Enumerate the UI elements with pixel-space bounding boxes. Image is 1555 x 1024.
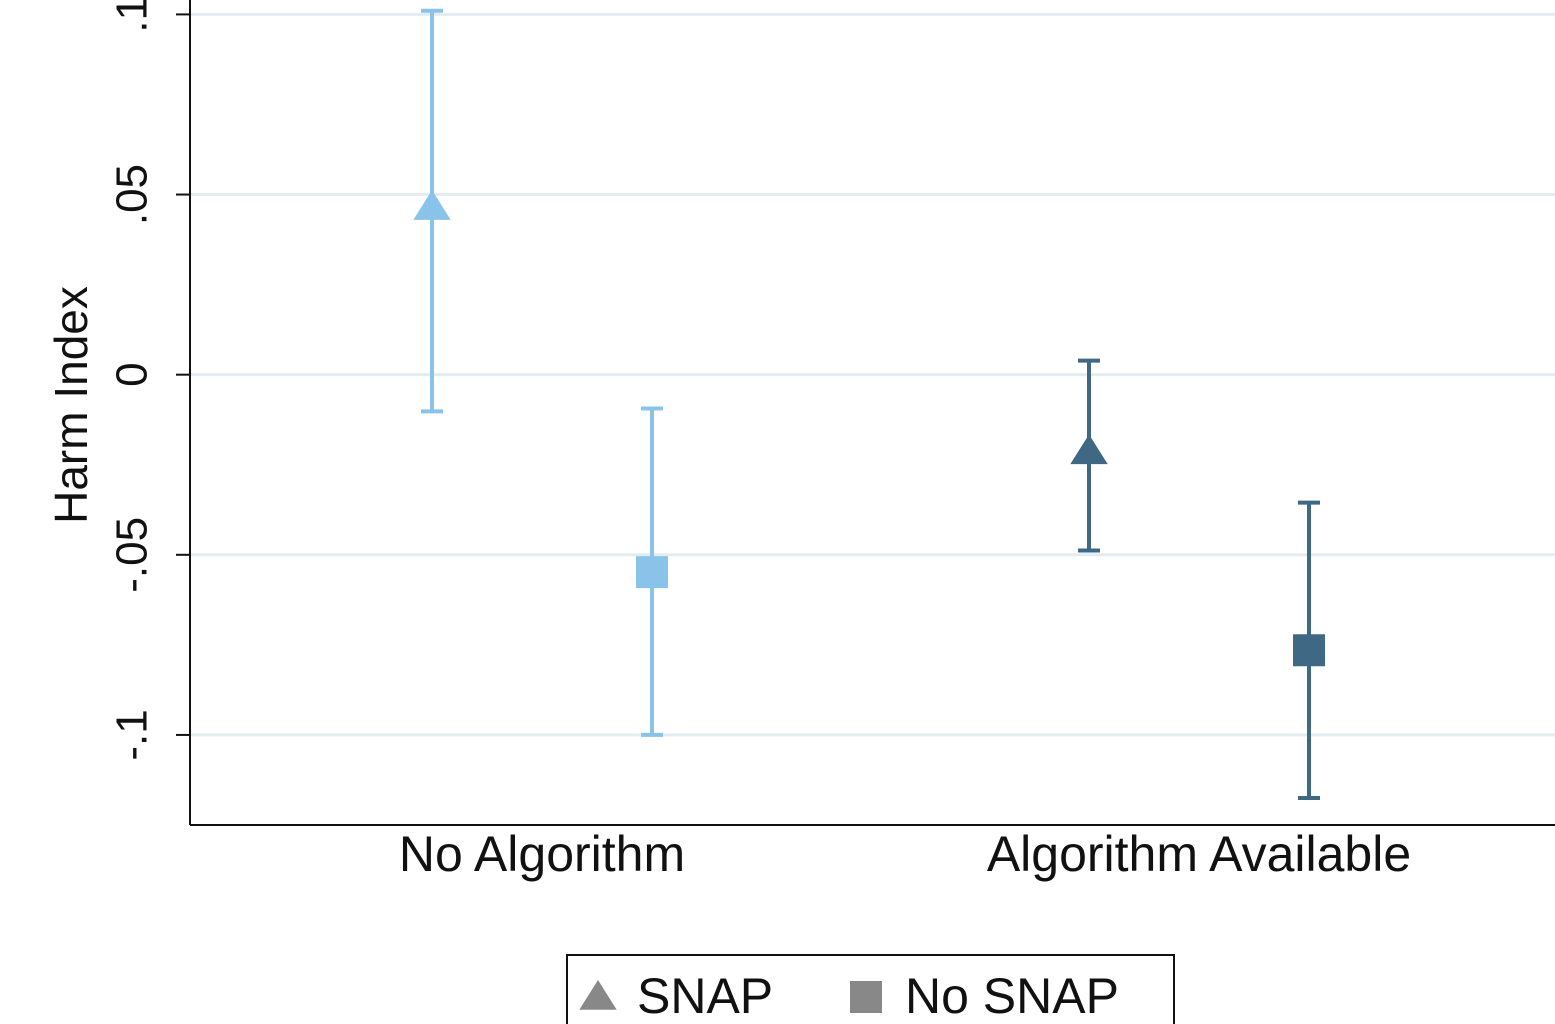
legend-label: No SNAP (905, 968, 1119, 1024)
x-tick-label: No Algorithm (399, 826, 685, 882)
y-tick-label: 0 (108, 362, 157, 386)
y-tick-label: -.1 (108, 709, 157, 760)
y-axis-label: Harm Index (45, 286, 97, 524)
legend-marker (579, 980, 617, 1010)
point (413, 190, 451, 220)
y-tick-label: .1 (108, 0, 157, 33)
y-tick-label: .05 (108, 164, 157, 225)
legend-marker (850, 981, 882, 1013)
point (636, 556, 668, 589)
legend-label: SNAP (637, 968, 773, 1024)
x-tick-label: Algorithm Available (987, 826, 1411, 882)
point (1070, 434, 1108, 465)
point (1293, 634, 1325, 667)
y-tick-label: -.05 (108, 517, 157, 593)
